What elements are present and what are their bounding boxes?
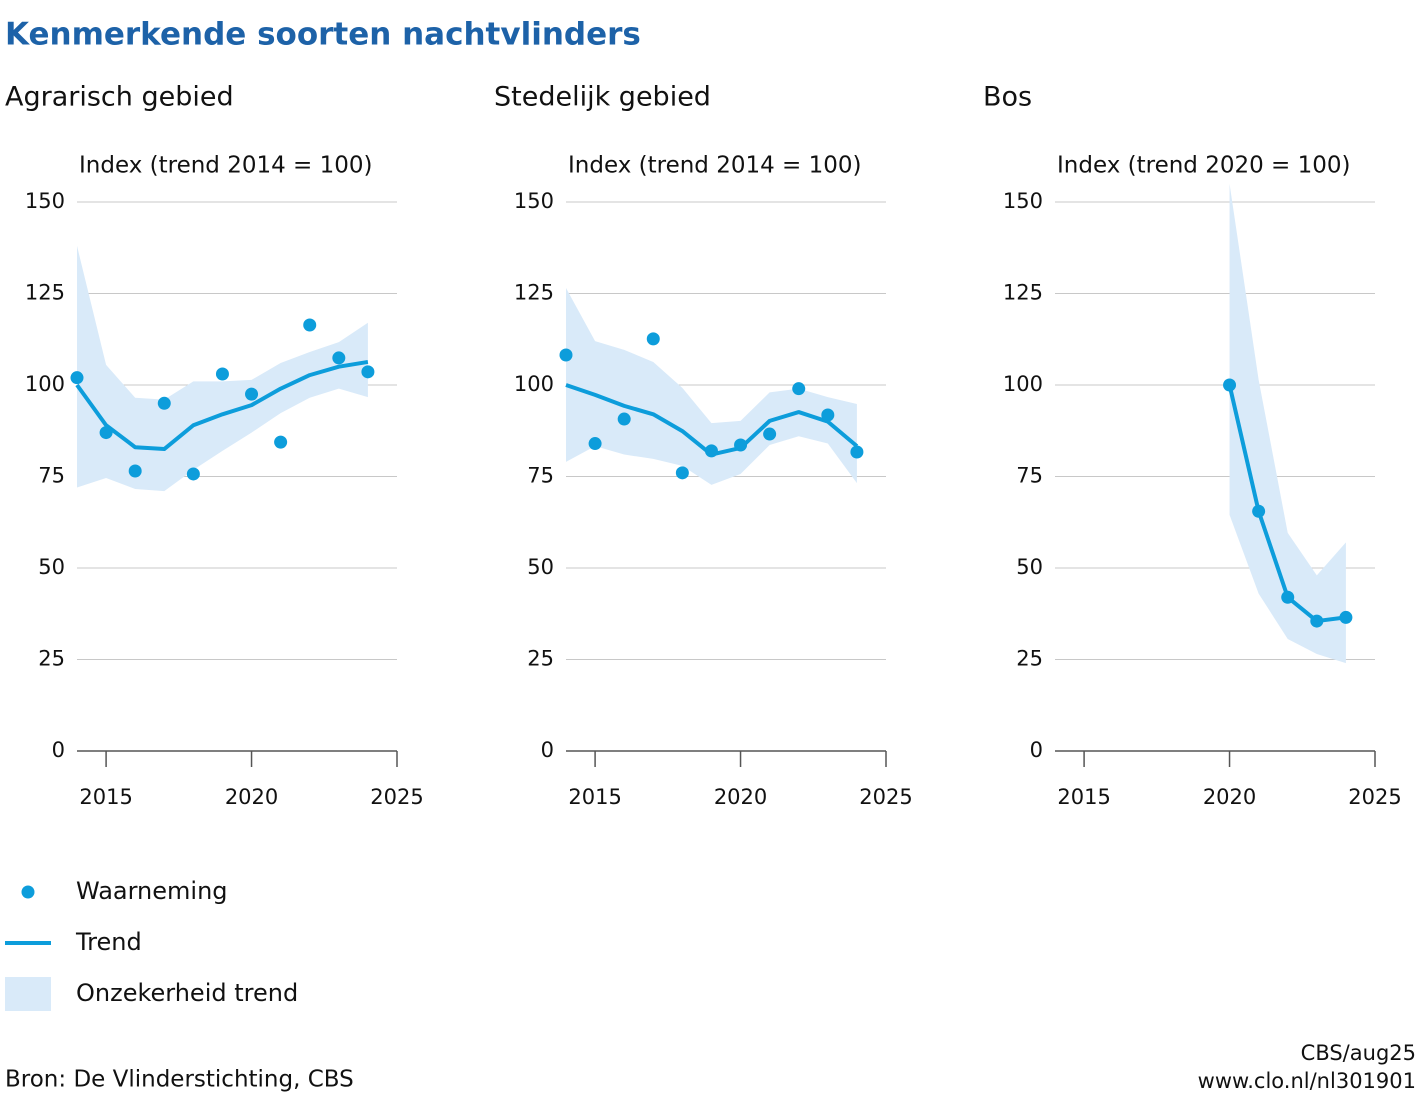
url: www.clo.nl/nl301901	[1198, 1069, 1416, 1093]
observation	[734, 438, 748, 452]
observation	[70, 371, 84, 385]
y-tick-label: 100	[25, 372, 65, 396]
uncertainty-band	[566, 288, 857, 485]
x-tick-label: 2015	[1057, 785, 1110, 809]
observation	[245, 387, 259, 401]
panel-title: Stedelijk gebied	[494, 82, 711, 113]
y-tick-label: 50	[1016, 555, 1043, 579]
observation	[675, 466, 689, 480]
observation	[128, 464, 142, 478]
y-tick-label: 75	[38, 464, 65, 488]
y-tick-label: 50	[527, 555, 554, 579]
y-axis-label: Index (trend 2014 = 100)	[79, 153, 373, 179]
observation	[792, 382, 806, 396]
legend-label: Onzekerheid trend	[76, 979, 298, 1007]
x-tick-label: 2020	[225, 785, 278, 809]
x-tick-label: 2025	[859, 785, 912, 809]
legend-label: Waarneming	[76, 877, 228, 905]
x-tick-label: 2015	[568, 785, 621, 809]
observation	[617, 412, 631, 426]
y-tick-label: 150	[514, 189, 554, 213]
y-tick-label: 75	[1016, 464, 1043, 488]
observation	[361, 365, 375, 379]
trend-line	[75, 359, 369, 452]
y-axis-label: Index (trend 2020 = 100)	[1057, 153, 1351, 179]
y-tick-label: 100	[514, 372, 554, 396]
y-tick-label: 25	[38, 647, 65, 671]
observation	[1223, 378, 1237, 392]
y-tick-label: 75	[527, 464, 554, 488]
source: Bron: De Vlinderstichting, CBS	[5, 1067, 354, 1093]
x-tick-label: 2025	[1348, 785, 1401, 809]
y-tick-label: 25	[527, 647, 554, 671]
observation	[99, 426, 113, 440]
uncertainty-band	[77, 245, 368, 492]
observation	[215, 367, 229, 381]
observation	[1310, 614, 1324, 628]
x-tick-label: 2020	[1203, 785, 1256, 809]
x-tick-label: 2020	[714, 785, 767, 809]
observation	[850, 445, 864, 459]
observation	[1281, 590, 1295, 604]
panel-title: Agrarisch gebied	[5, 82, 234, 113]
observation	[704, 444, 718, 458]
y-tick-label: 150	[25, 189, 65, 213]
observation	[821, 408, 835, 422]
credit: CBS/aug25	[1301, 1041, 1416, 1065]
observation	[763, 427, 777, 441]
y-tick-label: 0	[1030, 738, 1043, 762]
y-tick-label: 125	[514, 281, 554, 305]
chart-title: Kenmerkende soorten nachtvlinders	[5, 17, 641, 53]
observation	[157, 396, 171, 410]
observation	[274, 435, 288, 449]
observation	[186, 467, 200, 481]
y-tick-label: 125	[1003, 281, 1043, 305]
x-tick-label: 2025	[370, 785, 423, 809]
observation	[588, 437, 602, 451]
y-tick-label: 150	[1003, 189, 1043, 213]
y-tick-label: 25	[1016, 647, 1043, 671]
y-tick-label: 0	[541, 738, 554, 762]
x-tick-label: 2015	[79, 785, 132, 809]
observation	[303, 318, 317, 332]
y-tick-label: 100	[1003, 372, 1043, 396]
uncertainty-band	[1229, 183, 1346, 664]
y-tick-label: 0	[52, 738, 65, 762]
y-tick-label: 50	[38, 555, 65, 579]
observation	[646, 332, 660, 346]
legend-dot	[21, 885, 35, 899]
observation	[559, 348, 573, 362]
observation	[1339, 610, 1353, 624]
legend-swatch	[5, 977, 51, 1011]
observation	[332, 351, 346, 365]
y-axis-label: Index (trend 2014 = 100)	[568, 153, 862, 179]
panel-title: Bos	[983, 82, 1032, 113]
y-tick-label: 125	[25, 281, 65, 305]
observation	[1252, 504, 1266, 518]
legend-label: Trend	[75, 928, 142, 956]
